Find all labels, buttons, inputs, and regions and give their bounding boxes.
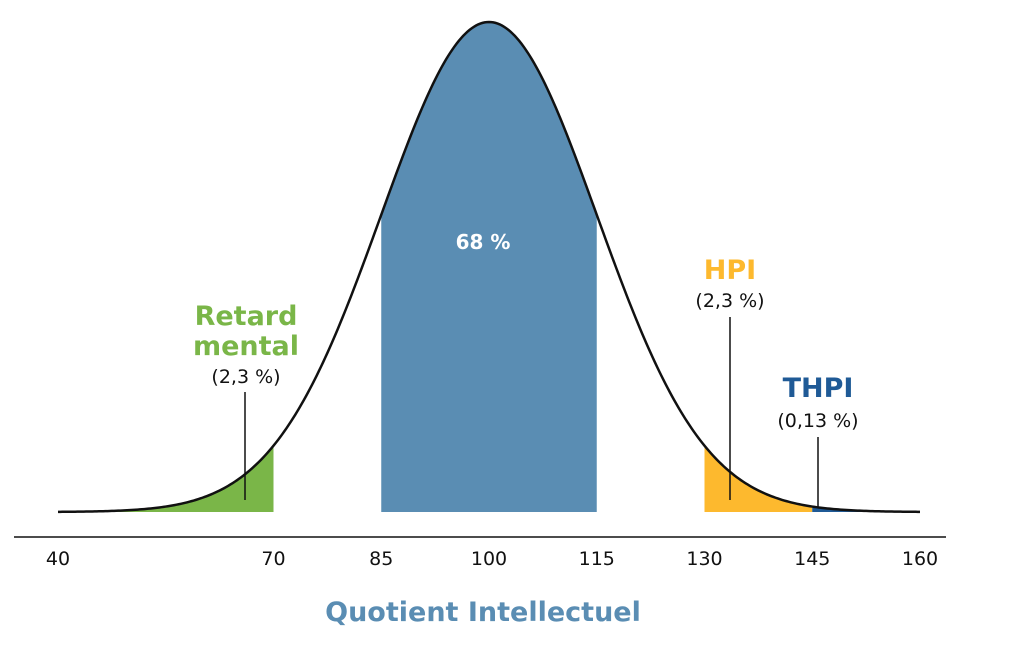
tick-label-145: 145 <box>794 548 830 570</box>
region-percent-retard: (2,3 %) <box>211 366 280 388</box>
region-area-1 <box>381 22 597 512</box>
region-label-retard-line2: mental <box>193 331 299 362</box>
tick-label-70: 70 <box>261 548 285 570</box>
region-label-retard-line1: Retard <box>195 301 298 332</box>
tick-label-40: 40 <box>46 548 70 570</box>
tick-label-85: 85 <box>369 548 393 570</box>
tick-label-115: 115 <box>579 548 615 570</box>
region-percent-thpi: (0,13 %) <box>777 410 858 432</box>
region-percent-hpi: (2,3 %) <box>695 290 764 312</box>
region-percent-center: 68 % <box>456 230 511 254</box>
tick-labels: 40 70 85 100 115 130 145 160 <box>46 548 938 570</box>
bell-curve <box>57 20 921 514</box>
region-label-hpi: HPI <box>704 255 756 286</box>
region-area-2 <box>704 445 813 512</box>
region-label-thpi: THPI <box>783 373 854 404</box>
regions-layer <box>58 22 920 512</box>
x-axis-label: Quotient Intellectuel <box>325 597 641 628</box>
region-area-0 <box>58 445 274 512</box>
tick-label-130: 130 <box>686 548 722 570</box>
tick-label-100: 100 <box>471 548 507 570</box>
tick-label-160: 160 <box>902 548 938 570</box>
